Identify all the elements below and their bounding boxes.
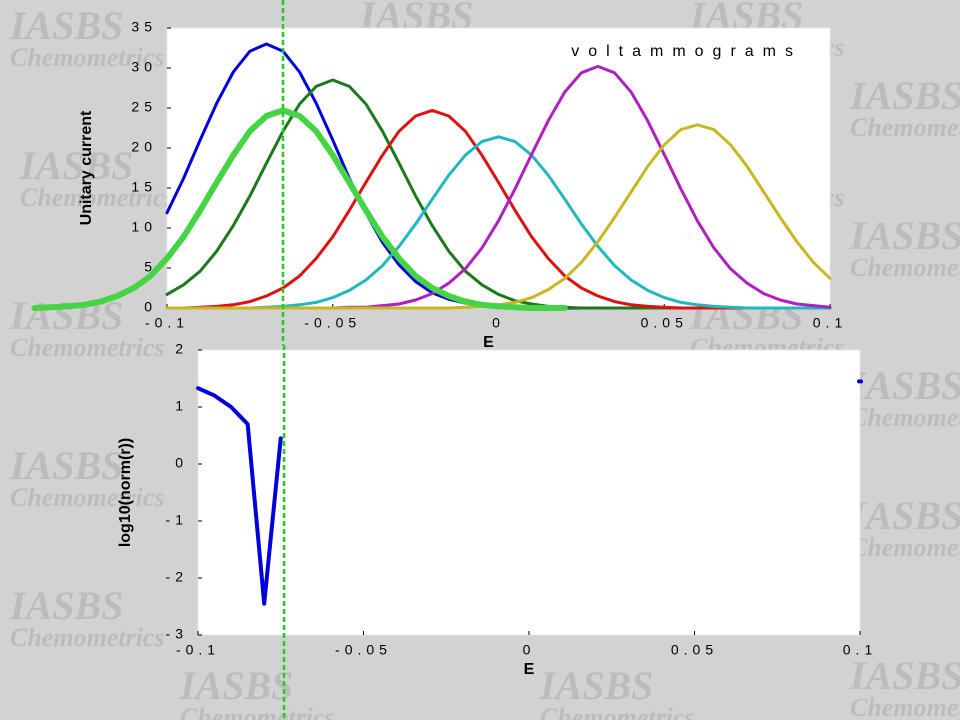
y-tick-label: 20 — [131, 139, 157, 155]
y-tick-label: 2 — [175, 341, 188, 357]
x-tick-label: -0.05 — [335, 642, 392, 658]
watermark-text: Chemometrics — [540, 703, 695, 720]
watermark-logo: IASBS — [19, 143, 133, 188]
watermark-text: Chemometrics — [850, 113, 960, 142]
watermark-logo: IASBS — [849, 493, 960, 538]
watermark-logo: IASBS — [849, 213, 960, 258]
watermark-logo: IASBS — [9, 3, 123, 48]
x-tick-label: -0.1 — [176, 642, 220, 658]
y-tick-label: -2 — [166, 569, 188, 585]
x-tick-label: 0 — [492, 315, 505, 331]
watermark-text: Chemometrics — [20, 183, 175, 212]
y-tick-label: 5 — [144, 259, 157, 275]
watermark-text: Chemometrics — [850, 403, 960, 432]
watermark-logo: IASBS — [849, 363, 960, 408]
x-tick-label: 0.05 — [671, 642, 718, 658]
y-tick-label: 35 — [131, 19, 157, 35]
watermark-text: Chemometrics — [10, 483, 165, 512]
series-line — [196, 379, 863, 606]
watermark-text: Chemometrics — [850, 693, 960, 720]
watermark-logo: IASBS — [849, 73, 960, 118]
x-tick-label: -0.05 — [304, 315, 361, 331]
y-axis-label: Unitary current — [78, 110, 95, 225]
y-tick-label: -3 — [166, 626, 188, 642]
y-tick-label: 30 — [131, 59, 157, 75]
watermark-logo: IASBS — [9, 583, 123, 628]
x-tick-label: 0 — [523, 642, 536, 658]
x-tick-label: -0.1 — [145, 315, 189, 331]
y-tick-label: 1 — [175, 398, 188, 414]
watermark-text: Chemometrics — [10, 333, 165, 362]
watermark-text: Chemometrics — [10, 43, 165, 72]
y-tick-label: 0 — [144, 299, 157, 315]
y-tick-label: 25 — [131, 99, 157, 115]
x-axis-label: E — [524, 661, 535, 678]
watermark-text: Chemometrics — [10, 623, 165, 652]
y-tick-label: -1 — [166, 512, 188, 528]
watermark-logo: IASBS — [849, 653, 960, 698]
watermark-logo: IASBS — [539, 663, 653, 708]
chart-title: voltammograms — [571, 43, 802, 60]
plot-area — [166, 27, 831, 309]
plot-area — [197, 349, 861, 636]
watermark-logo: IASBS — [179, 663, 293, 708]
y-axis-label: log10(norm(r)) — [117, 438, 134, 547]
watermark-text: Chemometrics — [850, 253, 960, 282]
watermark-text: Chemometrics — [850, 533, 960, 562]
y-tick-label: 15 — [131, 179, 157, 195]
watermark-text: Chemometrics — [180, 703, 335, 720]
y-tick-label: 10 — [131, 219, 157, 235]
x-tick-label: 0.1 — [813, 315, 847, 331]
y-tick-label: 0 — [175, 455, 188, 471]
x-tick-label: 0.1 — [843, 642, 877, 658]
watermark-logo: IASBS — [9, 443, 123, 488]
x-tick-label: 0.05 — [641, 315, 688, 331]
series-line — [31, 107, 568, 311]
x-axis-label: E — [483, 334, 494, 351]
